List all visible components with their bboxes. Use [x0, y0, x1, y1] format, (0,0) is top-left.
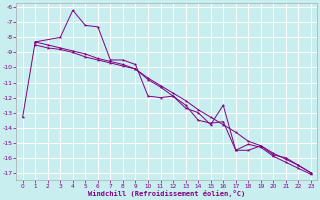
X-axis label: Windchill (Refroidissement éolien,°C): Windchill (Refroidissement éolien,°C) [88, 190, 245, 197]
